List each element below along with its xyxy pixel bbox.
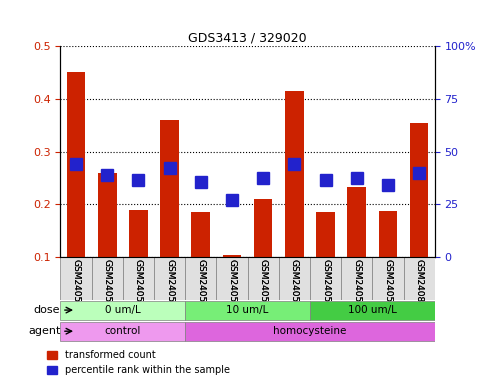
Bar [98, 173, 116, 257]
FancyBboxPatch shape [403, 257, 435, 300]
Text: GSM240528: GSM240528 [165, 260, 174, 314]
FancyBboxPatch shape [92, 257, 123, 300]
Text: GSM240535: GSM240535 [384, 260, 392, 314]
FancyBboxPatch shape [60, 257, 92, 300]
Text: GSM240530: GSM240530 [227, 260, 237, 314]
FancyBboxPatch shape [60, 301, 185, 319]
Bar [379, 211, 397, 257]
Text: agent: agent [28, 326, 60, 336]
Bar [191, 212, 210, 257]
FancyBboxPatch shape [310, 301, 435, 319]
FancyBboxPatch shape [60, 322, 185, 341]
FancyBboxPatch shape [372, 257, 403, 300]
Text: GSM240526: GSM240526 [103, 260, 112, 314]
Bar [316, 212, 335, 257]
Text: GSM240530: GSM240530 [227, 260, 237, 314]
Bar [129, 210, 148, 257]
Text: GSM240525: GSM240525 [71, 260, 81, 314]
FancyBboxPatch shape [310, 257, 341, 300]
FancyBboxPatch shape [185, 301, 310, 319]
Text: control: control [105, 326, 141, 336]
Text: GSM240848: GSM240848 [414, 260, 424, 314]
Text: GSM240527: GSM240527 [134, 260, 143, 314]
Text: GSM240527: GSM240527 [134, 260, 143, 314]
Text: GSM240532: GSM240532 [290, 260, 299, 314]
Text: GSM240529: GSM240529 [196, 260, 205, 314]
Text: GSM240531: GSM240531 [258, 260, 268, 314]
Text: homocysteine: homocysteine [273, 326, 347, 336]
Text: GSM240534: GSM240534 [352, 260, 361, 314]
FancyBboxPatch shape [123, 257, 154, 300]
Bar [160, 120, 179, 257]
FancyBboxPatch shape [154, 257, 185, 300]
Text: GSM240535: GSM240535 [384, 260, 392, 314]
Text: GSM240526: GSM240526 [103, 260, 112, 314]
FancyBboxPatch shape [279, 257, 310, 300]
Bar [347, 187, 366, 257]
Bar [67, 73, 85, 257]
FancyBboxPatch shape [185, 322, 435, 341]
Bar [223, 255, 242, 257]
Text: GSM240533: GSM240533 [321, 260, 330, 314]
FancyBboxPatch shape [185, 257, 216, 300]
Text: GSM240532: GSM240532 [290, 260, 299, 314]
FancyBboxPatch shape [247, 257, 279, 300]
Text: GSM240525: GSM240525 [71, 260, 81, 314]
Text: 10 um/L: 10 um/L [227, 305, 269, 315]
Legend: transformed count, percentile rank within the sample: transformed count, percentile rank withi… [43, 346, 234, 379]
FancyBboxPatch shape [216, 257, 247, 300]
Text: GSM240531: GSM240531 [258, 260, 268, 314]
Text: GSM240848: GSM240848 [414, 260, 424, 314]
Text: GSM240529: GSM240529 [196, 260, 205, 314]
Text: GSM240533: GSM240533 [321, 260, 330, 314]
Bar [285, 91, 304, 257]
Title: GDS3413 / 329020: GDS3413 / 329020 [188, 32, 307, 45]
Text: GSM240534: GSM240534 [352, 260, 361, 314]
FancyBboxPatch shape [341, 257, 372, 300]
Text: 0 um/L: 0 um/L [105, 305, 141, 315]
Text: dose: dose [34, 305, 60, 315]
Text: 100 um/L: 100 um/L [348, 305, 397, 315]
Bar [254, 199, 272, 257]
Text: GSM240528: GSM240528 [165, 260, 174, 314]
Bar [410, 122, 428, 257]
